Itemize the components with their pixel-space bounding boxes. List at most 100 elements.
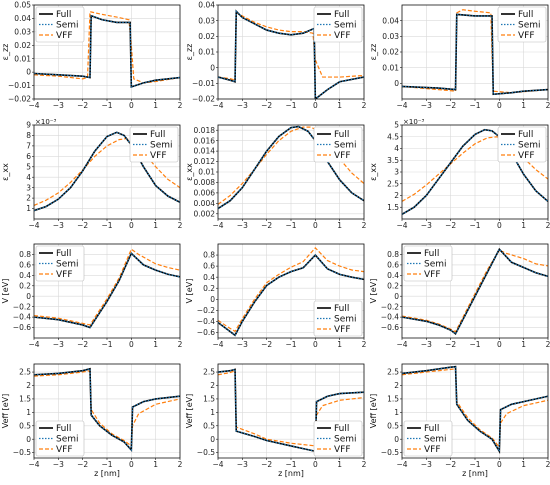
y-tick-label: 9 [26,121,31,130]
y-tick-label: 0.4 [19,271,31,280]
x-tick-label: −1 [285,460,296,469]
x-tick-label: −3 [53,101,64,110]
y-tick-label: 0.6 [387,260,399,269]
y-tick-label: −0.4 [197,317,215,326]
y-tick-label: 0 [210,435,215,444]
x-axis-label: z [nm] [462,469,488,478]
legend-box [35,420,85,457]
x-tick-label: −1 [469,221,480,230]
legend-label-vff: VFF [424,270,441,280]
y-tick-label: 1.5 [19,395,31,404]
legend-box [403,420,453,457]
y-tick-label: 0.02 [198,32,215,41]
x-tick-label: −2 [261,221,272,230]
y-tick-label: 5 [394,121,399,130]
x-tick-label: 2 [546,460,550,469]
y-tick-label: 2 [394,381,399,390]
series-line-vff [402,368,548,449]
legend-label-vff: VFF [334,151,351,161]
y-tick-label: 0.6 [203,262,215,271]
x-tick-label: 2 [546,101,550,110]
y-axis-label: V [eV] [185,279,194,304]
x-tick-label: 1 [337,460,342,469]
legend-label-vff: VFF [518,151,535,161]
y-tick-label: −0.5 [197,448,215,457]
x-tick-label: 1 [521,101,526,110]
legend-label-full: Full [334,130,349,140]
axes-frame [33,124,181,220]
x-tick-label: −3 [53,340,64,349]
x-tick-label: −2 [261,101,272,110]
axes-frame [33,363,181,459]
y-tick-label: 3 [26,183,31,192]
x-tick-label: 1 [337,340,342,349]
series-line-semi [402,13,548,95]
x-tick-label: −3 [237,340,248,349]
y-tick-label: −0.01 [8,81,31,90]
x-tick-label: 1 [153,340,158,349]
y-tick-label: 2.5 [387,368,399,377]
series-line-vff [34,137,180,206]
x-tick-label: −1 [469,460,480,469]
y-tick-label: −0.4 [13,313,31,322]
subplot-r2c1: −0.6 −0.4 −0.2 0 0.2 0.4 0.6 0.8 −4 −3 −2 −1 0 1 2 V [e… [185,243,367,349]
y-axis-label: V [eV] [1,279,10,304]
x-tick-label: −4 [212,460,223,469]
y-tick-label: 0.03 [14,27,31,36]
y-tick-label: 1.5 [387,395,399,404]
legend-label-full: Full [334,424,349,434]
legend-box [313,126,363,163]
x-tick-label: −2 [77,221,88,230]
subplot-r1c1: 0.0020.0040.0060.0080.010.0120.0140.0160… [185,124,367,230]
x-tick-label: −3 [237,221,248,230]
y-tick-label: 0.04 [14,14,31,23]
legend-box [313,300,363,337]
series-line-semi [218,125,364,210]
axis-multiplier: ×10⁻³ [35,118,56,126]
y-tick-label: 1 [26,204,31,213]
legend-label-semi: Semi [334,435,357,445]
x-tick-label: −2 [261,340,272,349]
y-tick-label: −0.2 [197,306,215,315]
x-tick-label: 0 [313,101,318,110]
x-tick-label: −4 [396,340,407,349]
series-line-semi [34,131,180,212]
axes-frame [401,243,549,339]
y-tick-label: 0.2 [387,281,399,290]
x-tick-label: −4 [28,460,39,469]
legend-label-vff: VFF [334,325,351,335]
y-tick-label: 2.5 [19,368,31,377]
y-tick-label: 0 [210,295,215,304]
series-line-semi [218,254,364,337]
y-tick-label: 0.02 [382,48,399,57]
x-tick-label: 1 [153,460,158,469]
legend-label-full: Full [334,10,349,20]
y-tick-label: 0.006 [194,188,216,197]
x-tick-label: 1 [521,221,526,230]
subplot-r2c2: −0.6−0.4−0.200.20.40.60.8−4 −3 −2 −1 0 1 2V [e… [369,243,550,349]
x-tick-label: 0 [497,101,502,110]
y-tick-label: 0.5 [19,421,31,430]
x-tick-label: −3 [421,340,432,349]
x-tick-label: −2 [445,460,456,469]
legend-label-full: Full [424,424,439,434]
legend-label-full: Full [150,130,165,140]
x-tick-label: −3 [53,460,64,469]
legend-box [497,6,547,43]
legend-label-full: Full [56,10,71,20]
x-tick-label: −1 [285,340,296,349]
y-tick-label: 0.8 [19,250,31,259]
x-tick-label: −1 [101,340,112,349]
subplot-r3c2: −0.5 0 0.5 1 1.5 2 2.5 −4 −3 −2 −1 0 1 2 Veff [eV] z [n… [369,363,550,478]
legend-box [35,6,85,43]
axes-frame [217,124,365,220]
y-tick-label: −0.2 [381,302,399,311]
legend-label-vff: VFF [334,445,351,455]
series-line-semi [34,368,180,452]
y-axis-label: ε_zz [369,44,378,61]
